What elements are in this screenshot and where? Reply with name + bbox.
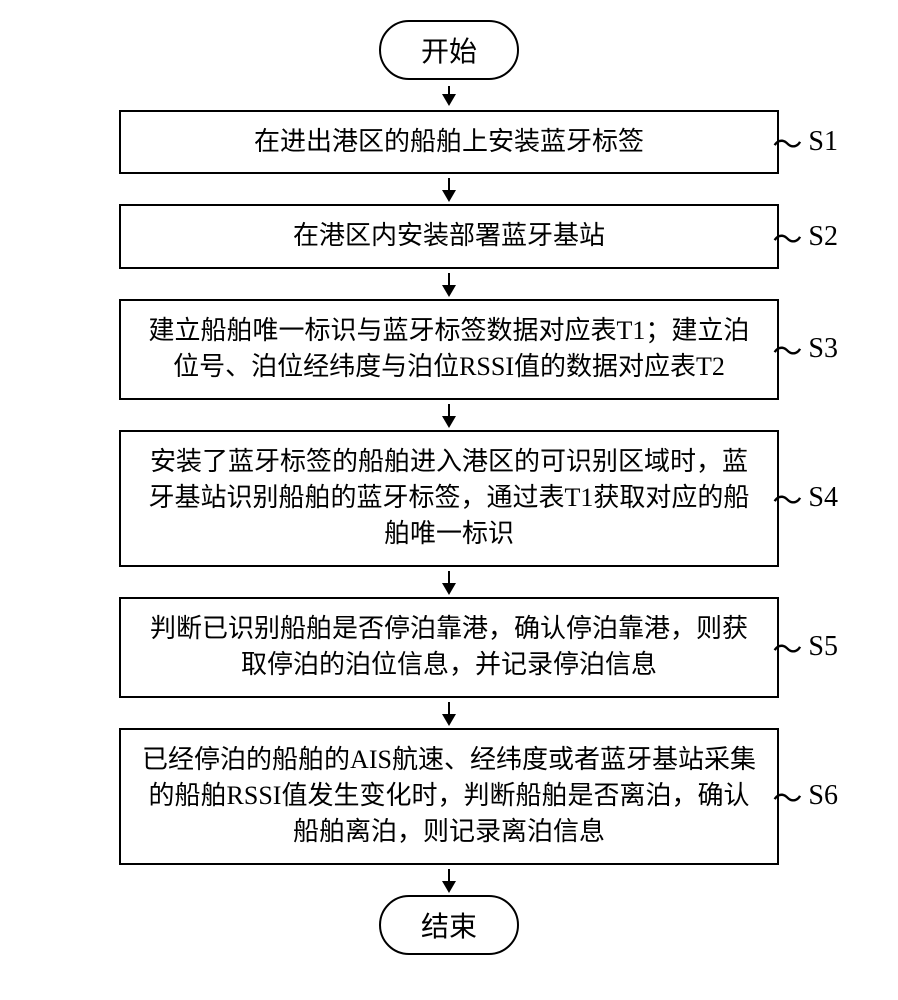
arrow-connector xyxy=(448,174,450,204)
step-label-s1: 〜S1 xyxy=(772,120,838,164)
start-terminal: 开始 xyxy=(379,20,519,80)
arrow-connector xyxy=(448,400,450,430)
tilde-icon: 〜 xyxy=(772,476,802,520)
tilde-icon: 〜 xyxy=(772,120,802,164)
tilde-icon: 〜 xyxy=(772,215,802,259)
process-box-s2: 在港区内安装部署蓝牙基站 xyxy=(119,204,779,268)
label-text: S3 xyxy=(808,333,838,365)
process-box-s1: 在进出港区的船舶上安装蓝牙标签 xyxy=(119,110,779,174)
process-box-s6: 已经停泊的船舶的AIS航速、经纬度或者蓝牙基站采集的船舶RSSI值发生变化时，判… xyxy=(119,728,779,865)
step-row: 已经停泊的船舶的AIS航速、经纬度或者蓝牙基站采集的船舶RSSI值发生变化时，判… xyxy=(40,728,858,865)
label-text: S6 xyxy=(808,780,838,812)
label-text: S5 xyxy=(808,631,838,663)
arrow-connector xyxy=(448,269,450,299)
arrow-connector xyxy=(448,80,450,110)
tilde-icon: 〜 xyxy=(772,625,802,669)
step-label-s3: 〜S3 xyxy=(772,327,838,371)
label-text: S2 xyxy=(808,221,838,253)
step-label-s6: 〜S6 xyxy=(772,774,838,818)
step-label-s4: 〜S4 xyxy=(772,476,838,520)
step-label-s5: 〜S5 xyxy=(772,625,838,669)
process-box-s3: 建立船舶唯一标识与蓝牙标签数据对应表T1；建立泊位号、泊位经纬度与泊位RSSI值… xyxy=(119,299,779,400)
step-row: 建立船舶唯一标识与蓝牙标签数据对应表T1；建立泊位号、泊位经纬度与泊位RSSI值… xyxy=(40,299,858,400)
step-label-s2: 〜S2 xyxy=(772,215,838,259)
tilde-icon: 〜 xyxy=(772,327,802,371)
arrow-connector xyxy=(448,865,450,895)
process-box-s5: 判断已识别船舶是否停泊靠港，确认停泊靠港，则获取停泊的泊位信息，并记录停泊信息 xyxy=(119,597,779,698)
step-row: 在港区内安装部署蓝牙基站 〜S2 xyxy=(40,204,858,268)
arrow-connector xyxy=(448,698,450,728)
tilde-icon: 〜 xyxy=(772,774,802,818)
label-text: S4 xyxy=(808,482,838,514)
process-box-s4: 安装了蓝牙标签的船舶进入港区的可识别区域时，蓝牙基站识别船舶的蓝牙标签，通过表T… xyxy=(119,430,779,567)
end-terminal: 结束 xyxy=(379,895,519,955)
step-row: 判断已识别船舶是否停泊靠港，确认停泊靠港，则获取停泊的泊位信息，并记录停泊信息 … xyxy=(40,597,858,698)
step-row: 安装了蓝牙标签的船舶进入港区的可识别区域时，蓝牙基站识别船舶的蓝牙标签，通过表T… xyxy=(40,430,858,567)
label-text: S1 xyxy=(808,126,838,158)
step-row: 在进出港区的船舶上安装蓝牙标签 〜S1 xyxy=(40,110,858,174)
arrow-connector xyxy=(448,567,450,597)
